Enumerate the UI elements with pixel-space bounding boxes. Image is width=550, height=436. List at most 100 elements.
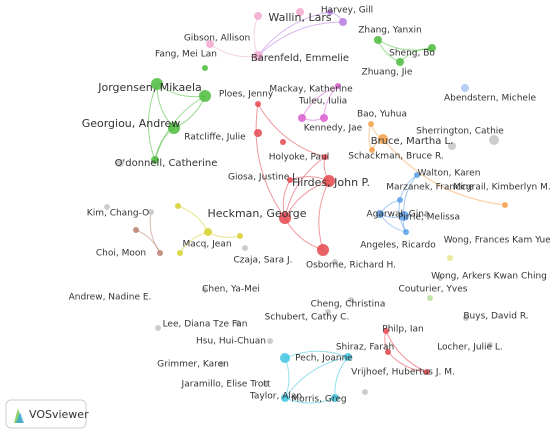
node <box>362 389 368 395</box>
node <box>385 349 391 355</box>
node-label: Sherrington, Cathie <box>416 127 504 137</box>
node <box>242 245 248 251</box>
node <box>202 65 208 71</box>
node <box>332 259 338 265</box>
node <box>199 90 211 102</box>
node <box>279 212 291 224</box>
node <box>323 175 335 187</box>
logo[interactable]: VOSviewer <box>5 399 89 429</box>
node-label: Couturier, Yves <box>399 285 468 295</box>
edge <box>253 15 259 57</box>
node <box>116 159 124 167</box>
node-label: Pech, Joanne <box>295 354 353 364</box>
node <box>331 394 339 402</box>
node-label: Abendstern, Michele <box>444 94 537 104</box>
node <box>296 8 304 16</box>
node-label: Heckman, George <box>208 207 307 220</box>
node <box>148 209 154 215</box>
node <box>339 18 347 26</box>
node <box>368 121 374 127</box>
node-label: Georgiou, Andrew <box>82 117 181 130</box>
logo-icon <box>16 412 24 423</box>
edge <box>257 103 326 158</box>
node <box>151 78 163 90</box>
node <box>168 122 180 134</box>
node <box>424 369 430 375</box>
nodes <box>104 8 508 402</box>
node-label: Agarwal, Gina <box>367 210 430 220</box>
edge <box>257 11 331 57</box>
node <box>397 197 403 203</box>
node <box>502 202 508 208</box>
node-label: Schubert, Cathy C. <box>265 313 350 323</box>
node <box>157 250 163 256</box>
node <box>383 328 389 334</box>
node-label: Walton, Karen <box>418 169 481 179</box>
node <box>237 233 243 239</box>
node-label: Philp, Ian <box>382 325 423 335</box>
node-label: Tuleu, Iulia <box>298 97 347 107</box>
node-label: Fang, Mei Lan <box>155 50 217 60</box>
node-label: Czaja, Sara J. <box>233 256 292 266</box>
edge <box>207 231 241 238</box>
edge <box>318 180 330 251</box>
node-label: Shiraz, Farah <box>336 343 394 353</box>
node-label: Gibson, Allison <box>184 34 250 44</box>
edge <box>177 205 209 233</box>
node-label: Schackman, Bruce R. <box>348 152 443 162</box>
node-label: Osborne, Richard H. <box>306 261 396 271</box>
node <box>177 250 183 256</box>
node <box>437 275 443 281</box>
node-label: Wong, Arkers Kwan Ching <box>431 272 547 282</box>
node-label: Kennedy, Jae <box>304 124 363 134</box>
node <box>376 210 384 218</box>
node <box>489 135 499 145</box>
node <box>175 203 181 209</box>
node <box>414 172 420 178</box>
node <box>374 36 382 44</box>
edge <box>284 397 336 404</box>
node-label: Macq, Jean <box>182 240 231 250</box>
node <box>104 204 110 210</box>
node <box>447 255 453 261</box>
node-label: Andrew, Nadine E. <box>69 293 152 303</box>
node <box>280 139 286 145</box>
edge <box>385 330 428 373</box>
node <box>267 338 273 344</box>
node-label: Hsu, Hui-Chuan <box>196 337 266 347</box>
node <box>325 309 331 315</box>
node <box>255 101 261 107</box>
edge <box>284 217 324 251</box>
node-label: Zhuang, Jie <box>362 68 413 78</box>
node-label: Taylor, Alan <box>249 392 302 402</box>
node <box>151 156 159 164</box>
node <box>461 84 469 92</box>
edge <box>301 85 339 119</box>
node <box>344 353 352 361</box>
node-label: Choi, Moon <box>96 249 146 259</box>
node-label: Wong, Frances Kam Yuet <box>444 236 550 246</box>
node-label: Jaramillo, Elise Trott <box>181 380 271 390</box>
node-label: Barenfeld, Emmelie <box>251 53 349 64</box>
node-label: Sheng, Bo <box>389 49 435 59</box>
node-label: Vrijhoef, Hubertus J. M. <box>351 368 455 378</box>
edge <box>284 350 349 359</box>
node <box>263 381 269 387</box>
node-label: Kim, Chang-O <box>87 209 149 219</box>
node <box>448 142 456 150</box>
edge <box>382 138 506 206</box>
edge <box>387 351 428 373</box>
edge <box>147 83 158 161</box>
node <box>254 12 262 20</box>
node-label: Giosa, Justine L. <box>228 173 300 183</box>
node-label: Holyoke, Paul <box>269 153 330 163</box>
node <box>235 320 241 326</box>
node <box>322 154 328 160</box>
node <box>403 229 409 235</box>
node <box>204 228 212 236</box>
node-label: Locher, Julie L. <box>437 343 503 353</box>
node-label: Buys, David R. <box>463 312 528 322</box>
node-label: Ratcliffe, Julie <box>184 133 246 143</box>
node <box>254 129 262 137</box>
